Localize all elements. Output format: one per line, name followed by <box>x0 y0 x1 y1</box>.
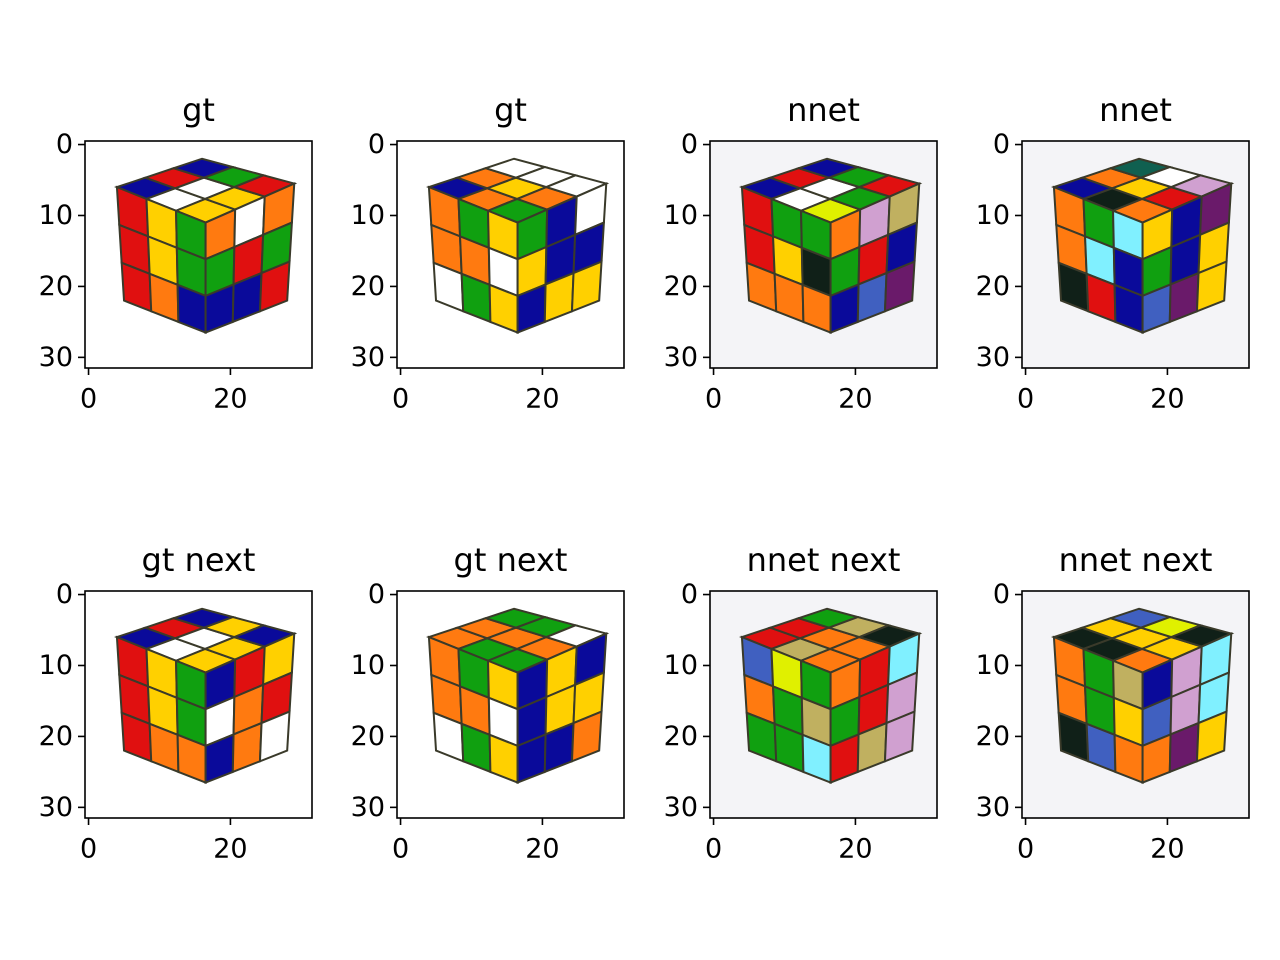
y-tick-label: 20 <box>351 721 385 752</box>
x-tick-label: 0 <box>1017 834 1034 865</box>
y-tick-label: 0 <box>368 129 385 160</box>
cube-sticker <box>258 260 291 313</box>
x-tick-label: 20 <box>525 384 559 415</box>
y-tick-label: 30 <box>39 342 73 373</box>
y-tick-label: 30 <box>39 792 73 823</box>
subplot-title: nnet next <box>1059 541 1213 579</box>
y-tick-label: 10 <box>976 200 1010 231</box>
y-tick-label: 10 <box>39 200 73 231</box>
y-tick-label: 10 <box>39 650 73 681</box>
subplot: gt next 0 20 0 10 20 30 <box>39 541 313 865</box>
axes-frame <box>396 140 625 369</box>
y-tick-label: 30 <box>351 342 385 373</box>
y-tick-label: 0 <box>681 129 698 160</box>
y-tick-label: 10 <box>351 650 385 681</box>
y-tick-label: 0 <box>56 579 73 610</box>
axes-frame <box>1021 140 1250 369</box>
x-tick-label: 20 <box>213 834 247 865</box>
y-tick-label: 30 <box>664 342 698 373</box>
x-tick-label: 0 <box>705 384 722 415</box>
cube-sticker <box>1195 710 1228 763</box>
y-tick-label: 10 <box>664 650 698 681</box>
x-tick-label: 20 <box>213 384 247 415</box>
subplot: gt next 0 20 0 10 20 30 <box>351 541 625 865</box>
x-tick-label: 0 <box>392 834 409 865</box>
x-tick-label: 0 <box>80 384 97 415</box>
y-tick-label: 30 <box>976 792 1010 823</box>
subplot-title: gt next <box>142 541 256 579</box>
x-tick-label: 20 <box>525 834 559 865</box>
y-tick-label: 10 <box>664 200 698 231</box>
subplot-title: nnet <box>787 91 860 129</box>
x-tick-label: 20 <box>1150 834 1184 865</box>
subplot: nnet next 0 20 0 10 20 30 <box>976 541 1250 865</box>
axes-frame <box>84 140 313 369</box>
y-tick-label: 10 <box>976 650 1010 681</box>
y-tick-label: 20 <box>664 721 698 752</box>
x-tick-label: 20 <box>838 384 872 415</box>
subplot: gt 0 20 0 10 20 30 <box>39 91 313 415</box>
axes-frame <box>1021 590 1250 819</box>
cube-sticker <box>1195 260 1228 313</box>
axes-frame <box>396 590 625 819</box>
subplot-title: gt next <box>454 541 568 579</box>
x-tick-label: 0 <box>705 834 722 865</box>
x-tick-label: 20 <box>1150 384 1184 415</box>
x-tick-label: 0 <box>80 834 97 865</box>
y-tick-label: 20 <box>664 271 698 302</box>
cube-sticker <box>570 260 603 313</box>
subplot-title: nnet <box>1099 91 1172 129</box>
y-tick-label: 0 <box>56 129 73 160</box>
y-tick-label: 20 <box>976 721 1010 752</box>
axes-frame <box>709 140 938 369</box>
y-tick-label: 30 <box>351 792 385 823</box>
x-tick-label: 0 <box>1017 384 1034 415</box>
y-tick-label: 0 <box>368 579 385 610</box>
axes-frame <box>709 590 938 819</box>
y-tick-label: 0 <box>993 129 1010 160</box>
subplot: nnet 0 20 0 10 20 30 <box>664 91 938 415</box>
cube-sticker <box>570 710 603 763</box>
y-tick-label: 30 <box>664 792 698 823</box>
subplot-title: nnet next <box>747 541 901 579</box>
y-tick-label: 30 <box>976 342 1010 373</box>
y-tick-label: 10 <box>351 200 385 231</box>
subplot-title: gt <box>494 91 527 129</box>
x-tick-label: 0 <box>392 384 409 415</box>
subplot: nnet next 0 20 0 10 20 30 <box>664 541 938 865</box>
axes-frame <box>84 590 313 819</box>
cube-sticker <box>883 710 916 763</box>
subplot: nnet 0 20 0 10 20 30 <box>976 91 1250 415</box>
y-tick-label: 20 <box>39 721 73 752</box>
x-tick-label: 20 <box>838 834 872 865</box>
subplot-title: gt <box>182 91 215 129</box>
cube-sticker <box>883 260 916 313</box>
y-tick-label: 20 <box>39 271 73 302</box>
y-tick-label: 20 <box>976 271 1010 302</box>
cube-sticker <box>258 710 291 763</box>
subplot: gt 0 20 0 10 20 30 <box>351 91 625 415</box>
y-tick-label: 0 <box>993 579 1010 610</box>
y-tick-label: 0 <box>681 579 698 610</box>
y-tick-label: 20 <box>351 271 385 302</box>
